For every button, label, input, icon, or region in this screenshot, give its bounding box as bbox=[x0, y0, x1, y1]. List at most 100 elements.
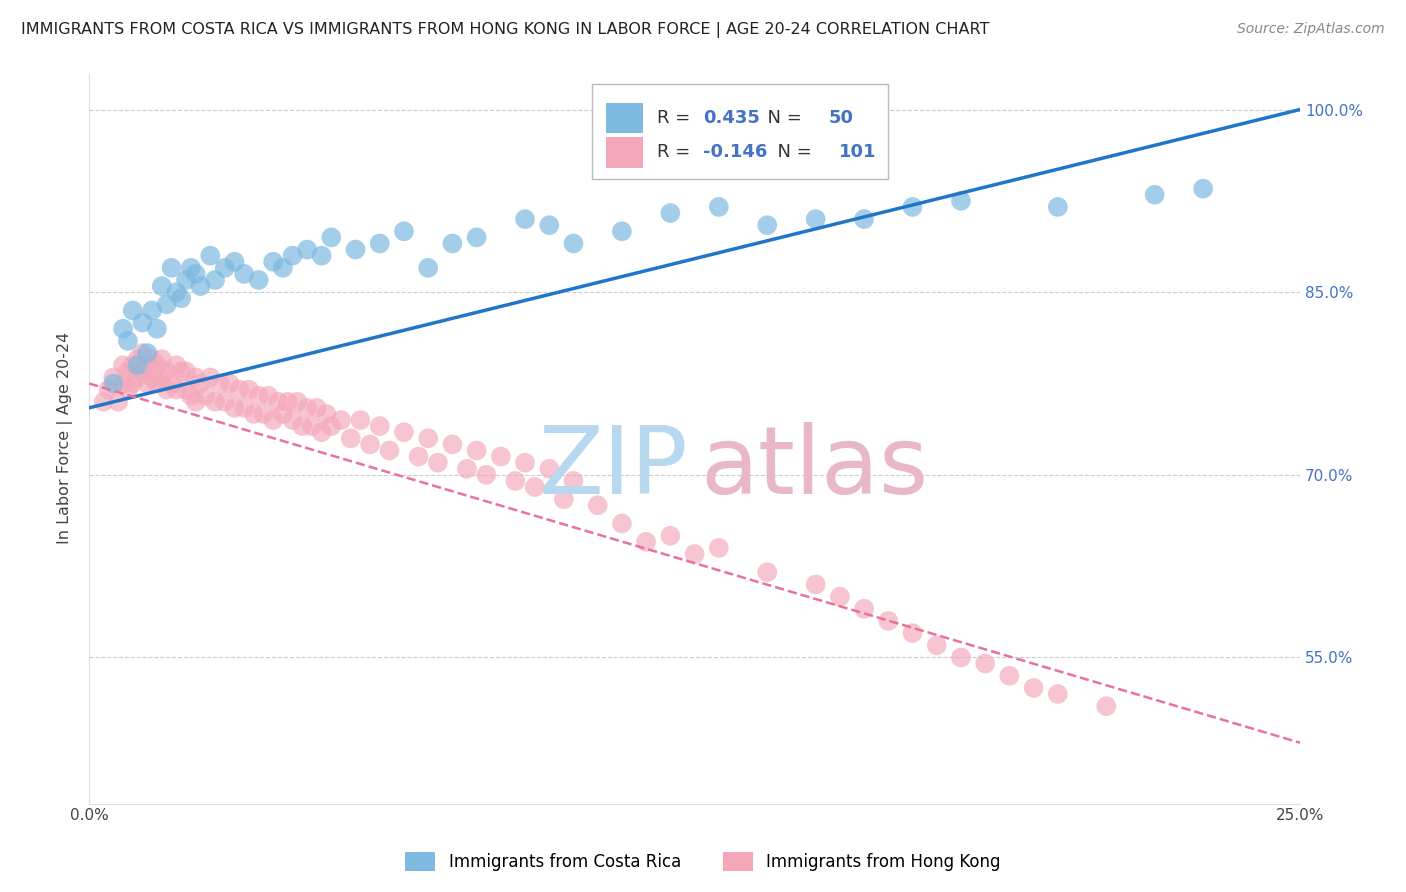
Point bbox=[121, 358, 143, 372]
Point bbox=[301, 419, 323, 434]
Point bbox=[190, 279, 212, 293]
Point bbox=[184, 267, 207, 281]
Point bbox=[252, 407, 274, 421]
Y-axis label: In Labor Force | Age 20-24: In Labor Force | Age 20-24 bbox=[58, 332, 73, 544]
Point bbox=[243, 407, 266, 421]
Point bbox=[156, 297, 179, 311]
Point bbox=[238, 383, 260, 397]
Point bbox=[901, 200, 924, 214]
Point bbox=[804, 577, 827, 591]
Text: 101: 101 bbox=[838, 144, 876, 161]
Point bbox=[359, 437, 381, 451]
Point bbox=[121, 303, 143, 318]
Point bbox=[877, 614, 900, 628]
Point bbox=[949, 194, 972, 208]
Point bbox=[233, 267, 256, 281]
Point bbox=[262, 413, 284, 427]
Point bbox=[97, 383, 120, 397]
Point bbox=[194, 389, 217, 403]
Point bbox=[103, 370, 125, 384]
Point bbox=[287, 394, 309, 409]
Point bbox=[180, 389, 202, 403]
Point bbox=[523, 480, 546, 494]
Point bbox=[610, 224, 633, 238]
Point bbox=[925, 638, 948, 652]
Point bbox=[165, 285, 187, 300]
Point bbox=[127, 358, 149, 372]
Point bbox=[408, 450, 430, 464]
Point bbox=[321, 230, 343, 244]
Point bbox=[756, 566, 779, 580]
Point bbox=[707, 541, 730, 555]
Bar bbox=[606, 137, 643, 168]
Point bbox=[204, 273, 226, 287]
Point bbox=[170, 291, 193, 305]
Point bbox=[1046, 687, 1069, 701]
Point bbox=[165, 383, 187, 397]
Text: N =: N = bbox=[766, 144, 817, 161]
Text: ZIP: ZIP bbox=[538, 422, 689, 514]
Point bbox=[136, 376, 159, 391]
Text: IMMIGRANTS FROM COSTA RICA VS IMMIGRANTS FROM HONG KONG IN LABOR FORCE | AGE 20-: IMMIGRANTS FROM COSTA RICA VS IMMIGRANTS… bbox=[21, 22, 990, 38]
Point bbox=[184, 370, 207, 384]
Point bbox=[156, 383, 179, 397]
Point bbox=[93, 394, 115, 409]
Point bbox=[112, 358, 135, 372]
Point bbox=[489, 450, 512, 464]
Point bbox=[330, 413, 353, 427]
Point bbox=[683, 547, 706, 561]
Point bbox=[112, 376, 135, 391]
Bar bbox=[606, 103, 643, 134]
Point bbox=[107, 394, 129, 409]
Point bbox=[271, 260, 294, 275]
Point bbox=[538, 461, 561, 475]
Point bbox=[150, 370, 173, 384]
Point bbox=[305, 401, 328, 415]
Point bbox=[146, 358, 169, 372]
Point bbox=[804, 212, 827, 227]
Point bbox=[538, 218, 561, 232]
Point bbox=[418, 260, 440, 275]
Point bbox=[150, 352, 173, 367]
Point bbox=[281, 413, 304, 427]
Point bbox=[505, 474, 527, 488]
Point bbox=[136, 358, 159, 372]
Point bbox=[141, 303, 163, 318]
Point bbox=[441, 437, 464, 451]
Point bbox=[174, 383, 197, 397]
Point bbox=[586, 498, 609, 512]
Point bbox=[475, 467, 498, 482]
Text: R =: R = bbox=[657, 144, 696, 161]
Point bbox=[277, 394, 299, 409]
Point bbox=[117, 364, 139, 378]
Point bbox=[170, 364, 193, 378]
Point bbox=[339, 431, 361, 445]
Point bbox=[160, 260, 183, 275]
Point bbox=[295, 401, 318, 415]
Point bbox=[267, 394, 290, 409]
Point bbox=[200, 249, 222, 263]
Text: -0.146: -0.146 bbox=[703, 144, 768, 161]
Point bbox=[190, 376, 212, 391]
Point bbox=[853, 601, 876, 615]
Point bbox=[200, 370, 222, 384]
Text: Source: ZipAtlas.com: Source: ZipAtlas.com bbox=[1237, 22, 1385, 37]
Point bbox=[117, 334, 139, 348]
Point bbox=[998, 669, 1021, 683]
Point bbox=[311, 249, 333, 263]
Point bbox=[426, 456, 449, 470]
Point bbox=[344, 243, 367, 257]
Point bbox=[291, 419, 314, 434]
Point bbox=[228, 383, 250, 397]
Point bbox=[378, 443, 401, 458]
Text: atlas: atlas bbox=[700, 422, 929, 514]
Point bbox=[146, 376, 169, 391]
Point bbox=[295, 243, 318, 257]
Point bbox=[121, 376, 143, 391]
Point bbox=[321, 419, 343, 434]
Point bbox=[218, 376, 240, 391]
Point bbox=[224, 401, 246, 415]
Point bbox=[208, 376, 231, 391]
Point bbox=[257, 389, 280, 403]
Point bbox=[1046, 200, 1069, 214]
